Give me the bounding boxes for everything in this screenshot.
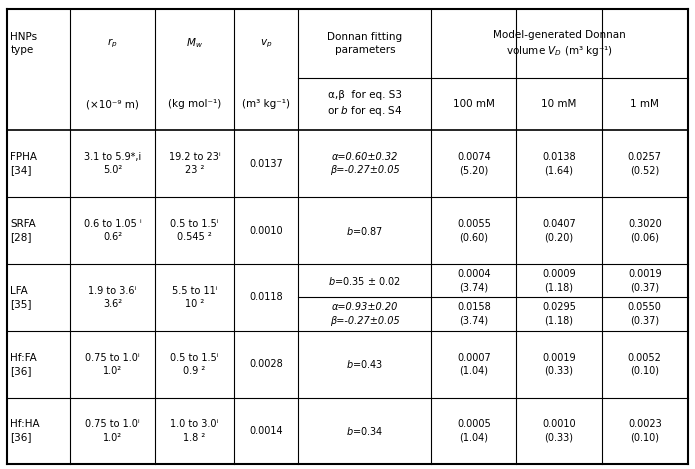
Text: (m³ kg⁻¹): (m³ kg⁻¹)	[242, 99, 290, 109]
Text: 1 mM: 1 mM	[630, 99, 660, 109]
Text: 0.0028: 0.0028	[250, 359, 283, 369]
Text: (kg mol⁻¹): (kg mol⁻¹)	[168, 99, 221, 109]
Text: $v$$_p$: $v$$_p$	[260, 38, 272, 50]
Text: 0.0005
(1.04): 0.0005 (1.04)	[457, 419, 491, 443]
Text: Donnan fitting
parameters: Donnan fitting parameters	[327, 32, 402, 55]
Text: 0.0052
(0.10): 0.0052 (0.10)	[628, 353, 662, 376]
Text: 19.2 to 23ⁱ
23 ²: 19.2 to 23ⁱ 23 ²	[169, 152, 220, 175]
Text: 0.0295
(1.18): 0.0295 (1.18)	[542, 303, 576, 325]
Text: LFA
[35]: LFA [35]	[10, 286, 32, 309]
Text: $b$=0.35 ± 0.02: $b$=0.35 ± 0.02	[328, 275, 402, 287]
Text: 1.0 to 3.0ⁱ
1.8 ²: 1.0 to 3.0ⁱ 1.8 ²	[170, 419, 219, 443]
Text: 0.0007
(1.04): 0.0007 (1.04)	[457, 353, 491, 376]
Text: $M$$_w$: $M$$_w$	[186, 37, 203, 51]
Text: HNPs
type: HNPs type	[10, 32, 38, 55]
Text: 0.0019
(0.33): 0.0019 (0.33)	[542, 353, 575, 376]
Text: $b$=0.87: $b$=0.87	[346, 225, 384, 236]
Text: 0.0010
(0.33): 0.0010 (0.33)	[542, 419, 575, 443]
Text: 5.5 to 11ⁱ
10 ²: 5.5 to 11ⁱ 10 ²	[172, 286, 218, 309]
Text: 100 mM: 100 mM	[453, 99, 495, 109]
Text: 0.0118: 0.0118	[250, 292, 283, 303]
Text: 0.0004
(3.74): 0.0004 (3.74)	[457, 269, 491, 292]
Text: 3.1 to 5.9*,i
5.0²: 3.1 to 5.9*,i 5.0²	[84, 152, 141, 175]
Text: 0.0137: 0.0137	[250, 159, 283, 169]
Text: Hf:HA
[36]: Hf:HA [36]	[10, 419, 40, 443]
Text: FPHA
[34]: FPHA [34]	[10, 152, 38, 175]
Text: $r$$_p$: $r$$_p$	[107, 37, 118, 50]
Text: 0.0014: 0.0014	[250, 426, 283, 436]
Text: 0.6 to 1.05 ⁱ
0.6²: 0.6 to 1.05 ⁱ 0.6²	[83, 219, 141, 242]
Text: 0.3020
(0.06): 0.3020 (0.06)	[628, 219, 662, 242]
Text: (×10⁻⁹ m): (×10⁻⁹ m)	[86, 99, 139, 109]
Text: α=0.60±0.32
β=-0.27±0.05: α=0.60±0.32 β=-0.27±0.05	[330, 152, 400, 175]
Text: 0.0009
(1.18): 0.0009 (1.18)	[542, 269, 575, 292]
Text: 0.0023
(0.10): 0.0023 (0.10)	[628, 419, 662, 443]
Text: 0.0550
(0.37): 0.0550 (0.37)	[628, 303, 662, 325]
Text: 0.0074
(5.20): 0.0074 (5.20)	[457, 152, 491, 175]
Text: 0.0138
(1.64): 0.0138 (1.64)	[542, 152, 575, 175]
Text: $b$=0.43: $b$=0.43	[346, 358, 384, 370]
Text: 0.75 to 1.0ⁱ
1.0²: 0.75 to 1.0ⁱ 1.0²	[85, 419, 140, 443]
Text: 0.0407
(0.20): 0.0407 (0.20)	[542, 219, 576, 242]
Text: 0.0019
(0.37): 0.0019 (0.37)	[628, 269, 662, 292]
Text: SRFA
[28]: SRFA [28]	[10, 219, 36, 242]
Text: 0.75 to 1.0ⁱ
1.0²: 0.75 to 1.0ⁱ 1.0²	[85, 353, 140, 376]
Text: 0.0158
(3.74): 0.0158 (3.74)	[457, 303, 491, 325]
Text: Model-generated Donnan
volume $V$$_D$ (m³ kg⁻¹): Model-generated Donnan volume $V$$_D$ (m…	[493, 30, 626, 58]
Text: 0.5 to 1.5ⁱ
0.9 ²: 0.5 to 1.5ⁱ 0.9 ²	[170, 353, 219, 376]
Text: α=0.93±0.20
β=-0.27±0.05: α=0.93±0.20 β=-0.27±0.05	[330, 303, 400, 325]
Text: 1.9 to 3.6ⁱ
3.6²: 1.9 to 3.6ⁱ 3.6²	[88, 286, 137, 309]
Text: $b$=0.34: $b$=0.34	[346, 425, 384, 437]
Text: 0.0257
(0.52): 0.0257 (0.52)	[628, 152, 662, 175]
Text: 0.5 to 1.5ⁱ
0.545 ²: 0.5 to 1.5ⁱ 0.545 ²	[170, 219, 219, 242]
Text: Hf:FA
[36]: Hf:FA [36]	[10, 353, 37, 376]
Text: 10 mM: 10 mM	[541, 99, 577, 109]
Text: 0.0055
(0.60): 0.0055 (0.60)	[457, 219, 491, 242]
Text: α,β  for eq. S3
or $b$ for eq. S4: α,β for eq. S3 or $b$ for eq. S4	[327, 90, 402, 118]
Text: 0.0010: 0.0010	[250, 226, 283, 235]
